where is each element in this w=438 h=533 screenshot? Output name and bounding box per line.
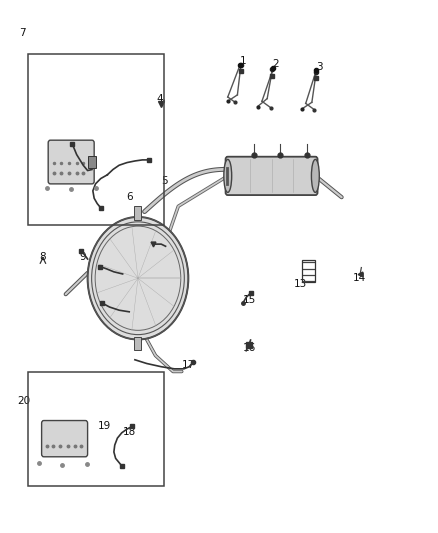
Text: 8: 8 [39, 252, 46, 262]
Text: 16: 16 [243, 343, 256, 352]
Ellipse shape [224, 159, 232, 192]
Text: 17: 17 [182, 360, 195, 370]
Text: 18: 18 [123, 427, 136, 437]
Text: 9: 9 [79, 252, 86, 262]
Bar [28, 372, 164, 486]
FancyBboxPatch shape [42, 421, 88, 457]
Text: 1: 1 [240, 56, 247, 66]
Bar [134, 206, 141, 220]
Bar [88, 156, 96, 168]
Text: 7: 7 [19, 28, 26, 38]
Text: 11: 11 [94, 268, 107, 278]
Ellipse shape [311, 159, 319, 192]
FancyBboxPatch shape [226, 157, 318, 195]
Text: 2: 2 [272, 59, 279, 69]
Text: 12: 12 [98, 305, 111, 315]
Bar [302, 260, 315, 282]
Text: 15: 15 [243, 295, 256, 304]
Bar [134, 337, 141, 350]
Circle shape [88, 217, 188, 340]
Text: 19: 19 [98, 422, 111, 431]
Text: 10: 10 [149, 246, 162, 255]
Text: 4: 4 [156, 94, 163, 103]
Text: 6: 6 [126, 192, 133, 202]
Text: 14: 14 [353, 273, 366, 283]
Text: 20: 20 [18, 396, 31, 406]
Text: 5: 5 [161, 176, 168, 186]
FancyBboxPatch shape [48, 140, 94, 184]
Text: 3: 3 [316, 62, 323, 71]
Text: 13: 13 [293, 279, 307, 288]
Bar [28, 54, 164, 225]
